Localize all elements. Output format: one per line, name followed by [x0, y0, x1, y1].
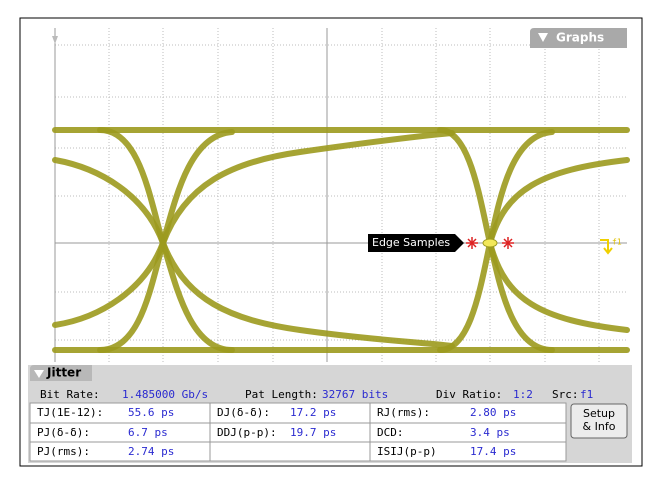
info-value: 32767 bits: [322, 388, 388, 401]
scope-area: [28, 26, 632, 364]
measure-label: DCD:: [377, 426, 404, 439]
measure-value: 2.80 ps: [470, 406, 516, 419]
info-label: Bit Rate:: [40, 388, 100, 401]
info-label: Pat Length:: [245, 388, 318, 401]
measure-value: 17.2 ps: [290, 406, 336, 419]
measure-label: DJ(δ-δ):: [217, 406, 270, 419]
measure-label: DDJ(p-p):: [217, 426, 277, 439]
measure-value: 19.7 ps: [290, 426, 336, 439]
measure-label: TJ(1E-12):: [37, 406, 103, 419]
graphs-tab-label[interactable]: Graphs: [556, 31, 604, 45]
info-label: Div Ratio:: [436, 388, 502, 401]
info-value: 1:2: [513, 388, 533, 401]
measure-label: PJ(rms):: [37, 445, 90, 458]
info-value: 1.485000 Gb/s: [122, 388, 208, 401]
measure-value: 17.4 ps: [470, 445, 516, 458]
setup-button-label[interactable]: Setup: [583, 407, 615, 420]
measure-label: RJ(rms):: [377, 406, 430, 419]
info-label: Src:: [552, 388, 579, 401]
jitter-title[interactable]: Jitter: [46, 366, 81, 380]
edge-center: [483, 239, 497, 247]
measure-value: 3.4 ps: [470, 426, 510, 439]
marker-label: Edge Samples: [372, 236, 450, 249]
measure-label: PJ(δ-δ):: [37, 426, 90, 439]
channel-label: f1: [612, 238, 622, 247]
measure-value: 2.74 ps: [128, 445, 174, 458]
measure-value: 55.6 ps: [128, 406, 174, 419]
screen: Graphs Edge Samples f1 Jitter Bit Rate: 1…: [0, 0, 662, 481]
measure-label: ISIJ(p-p): [377, 445, 437, 458]
info-value: f1: [580, 388, 593, 401]
measure-value: 6.7 ps: [128, 426, 168, 439]
setup-button-label[interactable]: & Info: [583, 420, 616, 433]
